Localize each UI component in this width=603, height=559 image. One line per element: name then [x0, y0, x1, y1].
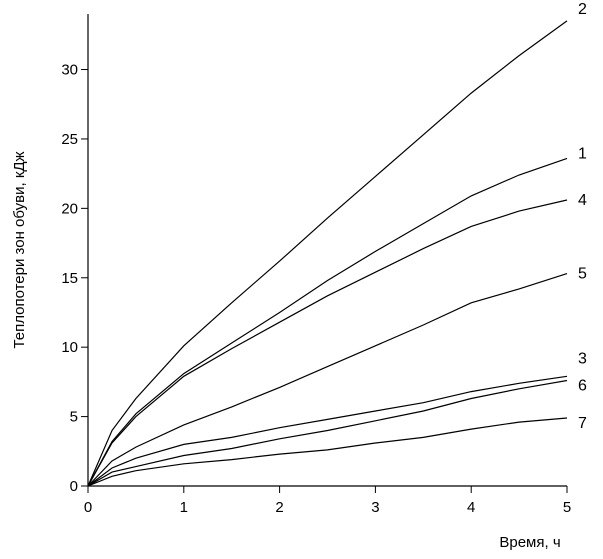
y-axis-label: Теплопотери зон обуви, кДж — [11, 151, 28, 348]
y-tick-label: 30 — [61, 62, 78, 79]
series-label-3: 3 — [578, 350, 587, 367]
x-axis-label: Время, ч — [499, 534, 560, 551]
series-label-5: 5 — [578, 266, 587, 283]
series-line-4 — [87, 199, 568, 487]
x-tick-label: 5 — [563, 499, 571, 516]
x-tick-label: 2 — [275, 499, 283, 516]
x-ticks: 0 1 2 3 4 5 — [84, 486, 571, 516]
series-line-1 — [87, 157, 568, 487]
y-tick-label: 10 — [61, 339, 78, 356]
y-tick-label: 0 — [70, 478, 78, 495]
series-labels: 1 2 3 4 5 6 7 — [578, 1, 587, 432]
y-tick-label: 25 — [61, 131, 78, 148]
y-tick-label: 5 — [70, 409, 78, 426]
series-line-7 — [87, 417, 568, 487]
series-line-2 — [87, 20, 568, 487]
y-tick-label: 20 — [61, 200, 78, 217]
x-tick-label: 1 — [180, 499, 188, 516]
series-label-7: 7 — [578, 415, 587, 432]
series-lines — [87, 20, 568, 487]
series-label-4: 4 — [578, 192, 587, 209]
series-label-6: 6 — [578, 377, 587, 394]
y-ticks: 0 5 10 15 20 25 30 — [61, 62, 88, 495]
x-tick-label: 4 — [467, 499, 475, 516]
x-tick-label: 0 — [84, 499, 92, 516]
y-tick-label: 15 — [61, 270, 78, 287]
series-line-6 — [87, 379, 568, 487]
series-label-1: 1 — [578, 145, 587, 162]
series-line-3 — [87, 375, 568, 487]
plot-area: 0 5 10 15 20 25 30 0 1 2 3 4 5 1 2 3 4 5 6 7 — [61, 1, 587, 516]
series-label-2: 2 — [578, 1, 587, 18]
x-tick-label: 3 — [371, 499, 379, 516]
series-line-5 — [87, 273, 568, 487]
